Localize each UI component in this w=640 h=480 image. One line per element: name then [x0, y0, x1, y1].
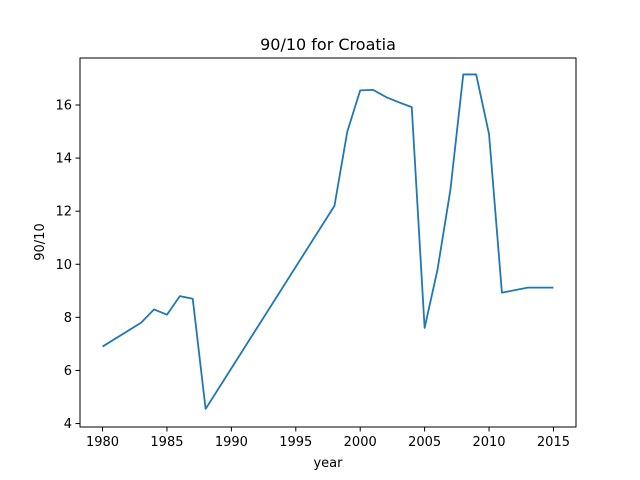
x-axis-label: year: [313, 456, 343, 471]
y-axis-ticks: 4 6 8 10 12 14 16: [55, 98, 80, 432]
chart-title: 90/10 for Croatia: [260, 35, 396, 54]
x-axis-ticks: 1980 1985 1990 1995 2000 2005 2010 2015: [86, 427, 570, 450]
plot-area: [102, 73, 554, 410]
x-tick-label: 1995: [279, 435, 312, 450]
x-tick-label: 2005: [408, 435, 441, 450]
y-tick-label: 14: [55, 152, 72, 167]
y-tick-label: 12: [55, 205, 72, 220]
x-tick-label: 2015: [537, 435, 570, 450]
y-tick-label: 6: [64, 364, 72, 379]
x-tick-label: 1985: [150, 435, 183, 450]
series-line-0: [102, 73, 554, 410]
x-tick-label: 1990: [215, 435, 248, 450]
x-tick-label: 2000: [344, 435, 377, 450]
y-tick-label: 4: [64, 417, 72, 432]
x-tick-label: 1980: [86, 435, 119, 450]
y-axis-label: 90/10: [33, 223, 48, 260]
y-tick-label: 8: [64, 311, 72, 326]
axes-frame: [79, 57, 577, 428]
y-tick-label: 10: [55, 258, 72, 273]
y-tick-label: 16: [55, 98, 72, 113]
x-tick-label: 2010: [472, 435, 505, 450]
